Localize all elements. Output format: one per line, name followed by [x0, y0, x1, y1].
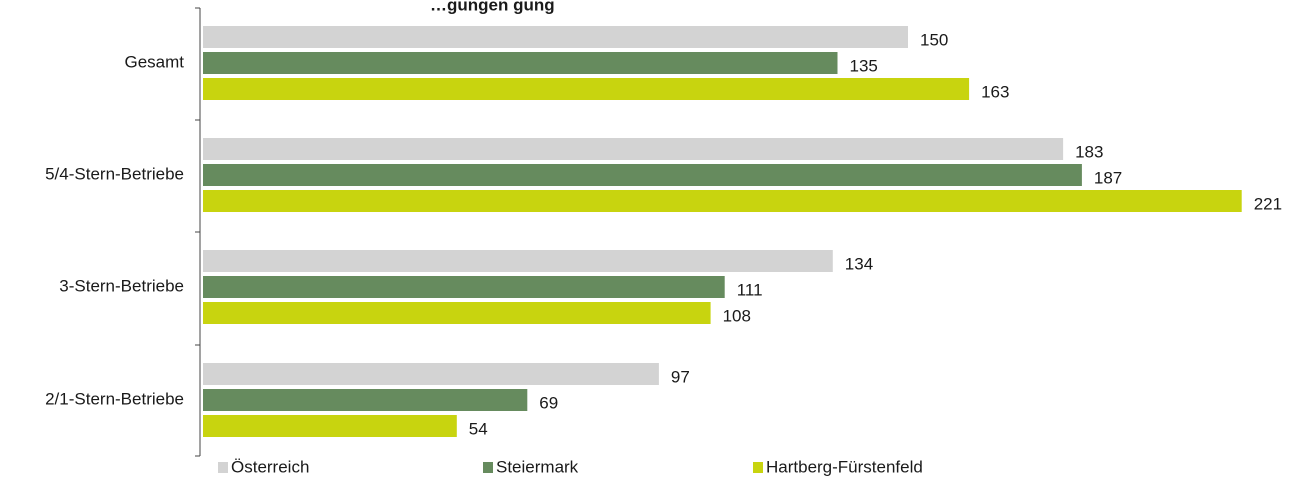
- data-label: 183: [1075, 142, 1103, 161]
- data-label: 221: [1254, 194, 1282, 213]
- bar: [203, 138, 1064, 160]
- legend-label: Österreich: [231, 457, 309, 476]
- data-label: 54: [469, 419, 488, 438]
- legend-swatch: [483, 462, 493, 473]
- bar: [203, 164, 1082, 186]
- category-label: 5/4-Stern-Betriebe: [45, 164, 184, 183]
- chart-title: …gungen gung: [430, 0, 555, 14]
- data-label: 163: [981, 82, 1009, 101]
- data-label: 111: [737, 280, 763, 299]
- data-label: 69: [539, 393, 558, 412]
- bar: [203, 415, 457, 437]
- data-label: 150: [920, 30, 948, 49]
- data-label: 108: [723, 306, 751, 325]
- bar: [203, 26, 908, 48]
- category-label: 2/1-Stern-Betriebe: [45, 389, 184, 408]
- bar: [203, 389, 528, 411]
- bar: [203, 276, 725, 298]
- bar: [203, 52, 838, 74]
- data-label: 187: [1094, 168, 1122, 187]
- bar: [203, 190, 1242, 212]
- legend-label: Hartberg-Fürstenfeld: [766, 457, 923, 476]
- data-label: 97: [671, 367, 690, 386]
- legend-label: Steiermark: [496, 457, 579, 476]
- bar: [203, 302, 711, 324]
- bar: [203, 78, 970, 100]
- legend-swatch: [218, 462, 228, 473]
- legend-swatch: [753, 462, 763, 473]
- category-label: Gesamt: [124, 52, 184, 71]
- data-label: 134: [845, 254, 873, 273]
- data-label: 135: [850, 56, 878, 75]
- bar: [203, 250, 833, 272]
- bar: [203, 363, 659, 385]
- category-label: 3-Stern-Betriebe: [59, 276, 184, 295]
